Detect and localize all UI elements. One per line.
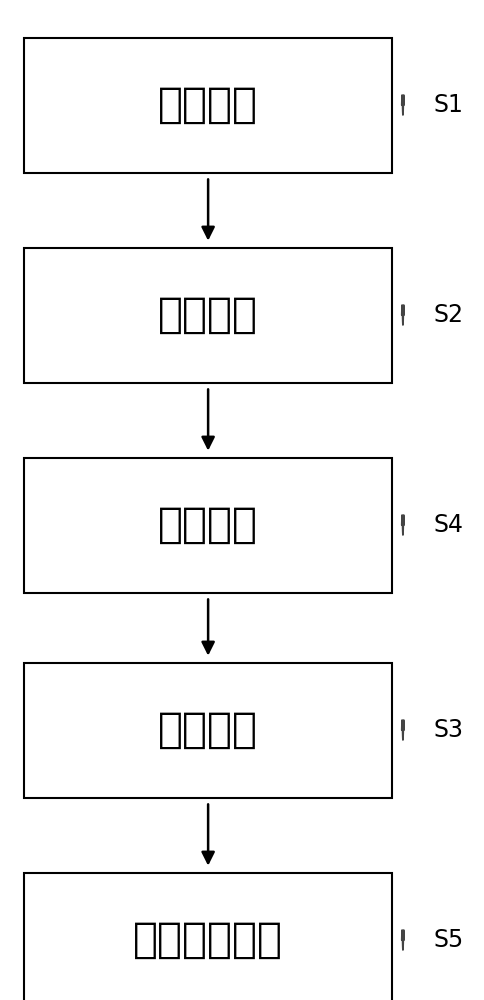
Bar [24, 247, 392, 382]
Text: 成型步骤: 成型步骤 [158, 294, 258, 336]
Bar [24, 458, 392, 592]
Text: 表面修整步骤: 表面修整步骤 [133, 919, 283, 961]
Text: 烧结步骤: 烧结步骤 [158, 709, 258, 751]
Bar [24, 662, 392, 798]
Text: S2: S2 [433, 303, 463, 327]
Text: 脱粘步骤: 脱粘步骤 [158, 504, 258, 546]
Bar [24, 37, 392, 172]
Text: 制备步骤: 制备步骤 [158, 84, 258, 126]
Text: S3: S3 [433, 718, 463, 742]
Text: S4: S4 [433, 513, 463, 537]
Text: S1: S1 [433, 93, 463, 117]
Bar [24, 872, 392, 1000]
Text: S5: S5 [433, 928, 464, 952]
